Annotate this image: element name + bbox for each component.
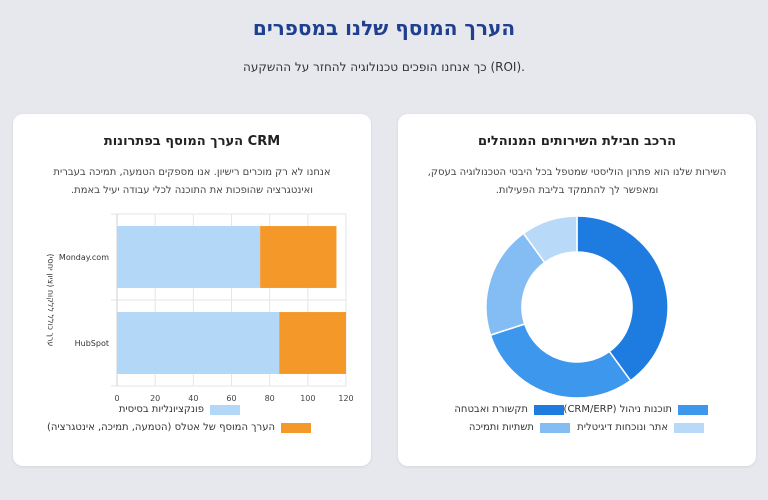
crm-value-card: הערך המוסף בפתרונות CRM אנחנו לא רק מוכר…: [13, 114, 371, 466]
legend-item-software: תוכנות ניהול (CRM/ERP): [564, 404, 708, 415]
bar-segment-0-1: [260, 226, 337, 288]
legend-label-added-value: הערך המוסף של אטלס (הטמעה, תמיכה, אינטגר…: [47, 422, 275, 433]
x-tick-label: 60: [226, 394, 236, 403]
legend-item-security: תקשורת ואבטחה: [454, 404, 564, 415]
x-tick-label: 40: [188, 394, 198, 403]
legend-label-basic: פונקציונליות בסיסית: [118, 404, 204, 415]
legend-label-digital: אתר ונוכחות דיגיטלית: [577, 422, 668, 433]
legend-swatch-infrastructure: [540, 422, 570, 433]
page-subtitle: כך אנחנו הופכים טכנולוגיה להחזר על ההשקע…: [243, 60, 525, 74]
crm-card-description: אנחנו לא רק מוכרים רישיון. אנו מספקים הט…: [53, 167, 331, 196]
donut-slice-3: [522, 215, 578, 264]
legend-item-digital: אתר ונוכחות דיגיטלית: [577, 422, 704, 433]
legend-swatch-basic: [210, 404, 240, 415]
legend-item-basic: פונקציונליות בסיסית: [119, 404, 240, 415]
x-tick-label: 80: [265, 394, 275, 403]
donut-chart: [485, 215, 669, 399]
x-tick-label: 20: [150, 394, 160, 403]
legend-label-security: תקשורת ואבטחה: [454, 404, 528, 415]
donut-chart-legend: תקשורת ואבטחה תוכנות ניהול (CRM/ERP) תשת…: [398, 404, 756, 444]
donut-slice-0: [576, 215, 669, 382]
crm-card-title: הערך המוסף בפתרונות CRM: [103, 134, 281, 149]
category-label: Monday.com: [59, 253, 109, 262]
category-label: HubSpot: [75, 339, 109, 348]
legend-swatch-digital: [674, 422, 704, 433]
legend-swatch-added-value: [281, 422, 311, 433]
bar-chart-legend: פונקציונליות בסיסית הערך המוסף של אטלס (…: [13, 404, 371, 444]
services-card-description: השירות שלנו הוא פתרון הוליסטי שמטפל בכל …: [427, 167, 727, 196]
x-tick-label: 0: [114, 394, 119, 403]
legend-label-infrastructure: תשתיות ותמיכה: [468, 422, 534, 433]
legend-swatch-security: [534, 404, 564, 415]
legend-item-added-value: הערך המוסף של אטלס (הטמעה, תמיכה, אינטגר…: [47, 422, 311, 433]
legend-swatch-software: [678, 404, 708, 415]
stacked-bar-chart: 0 20 40 60 80 100 120 Monday.com HubSpot ערך כולל…: [46, 213, 354, 403]
managed-services-card: הרכב חבילת השירותים המנוהלים השירות שלנו…: [398, 114, 756, 466]
donut-slice-1: [489, 323, 632, 399]
bar-segment-1-1: [279, 312, 346, 374]
bar-segment-1-0: [117, 312, 280, 374]
bar-segment-0-0: [117, 226, 261, 288]
legend-label-software: תוכנות ניהול (CRM/ERP): [563, 404, 672, 415]
services-card-title: הרכב חבילת השירותים המנוהלים: [477, 134, 677, 149]
x-tick-label: 120: [338, 394, 353, 403]
page-title: הערך המוסף שלנו במספרים: [252, 16, 516, 40]
legend-item-infrastructure: תשתיות ותמיכה: [469, 422, 570, 433]
x-tick-label: 100: [300, 394, 315, 403]
y-axis-title: ערך כולל ללקוח (ציון יחסי): [46, 254, 55, 347]
